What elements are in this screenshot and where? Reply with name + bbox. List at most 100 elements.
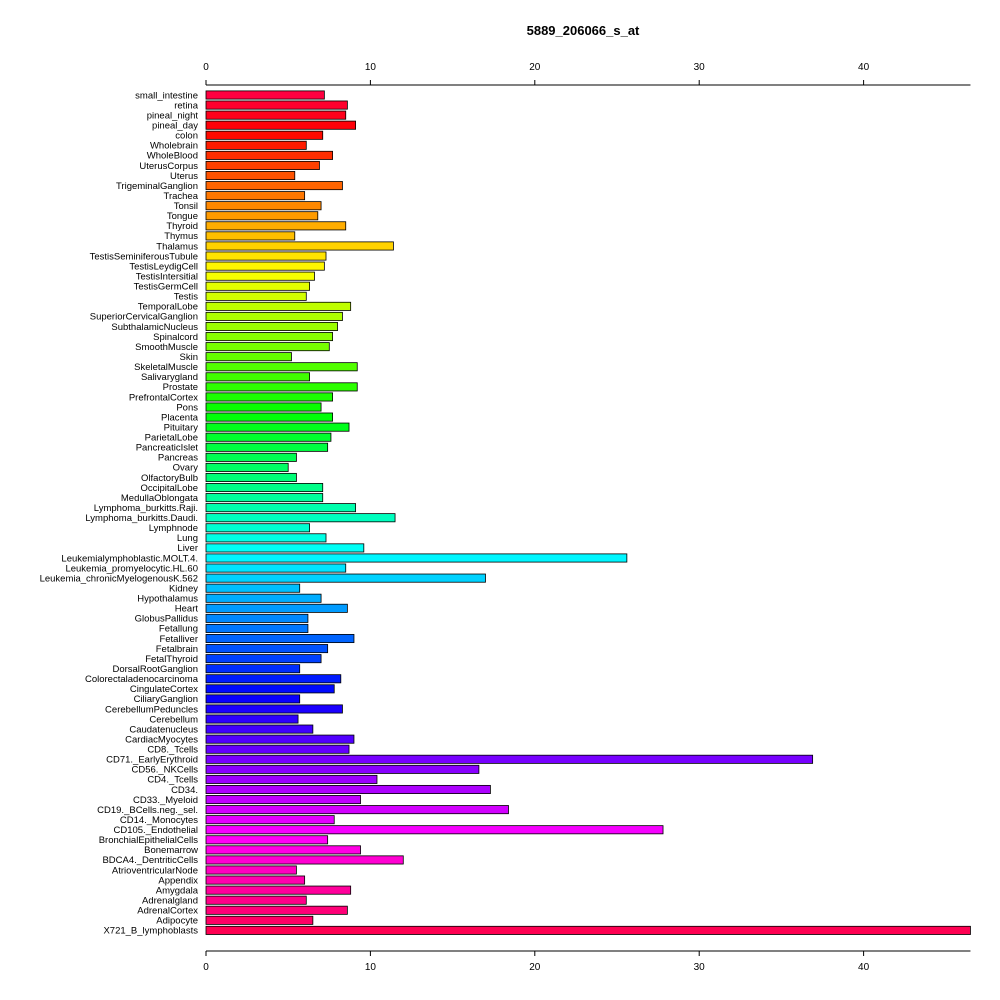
category-label: small_intestine (135, 90, 198, 101)
category-label: Fetalbrain (156, 644, 198, 655)
bar (205, 372, 310, 382)
category-label: OccipitalLobe (140, 483, 198, 494)
bar (205, 120, 357, 130)
bar (205, 543, 365, 553)
category-label: Caudatenucleus (129, 724, 198, 735)
bar (205, 915, 314, 925)
bar (205, 634, 355, 644)
category-label: CD105._Endothelial (113, 825, 198, 836)
bar (205, 483, 324, 493)
bar (205, 352, 292, 362)
category-label: CerebellumPeduncles (105, 704, 198, 715)
bar (205, 664, 301, 674)
bar (205, 452, 297, 462)
category-label: colon (175, 131, 198, 142)
bar (205, 291, 307, 301)
category-label: TemporalLobe (138, 302, 198, 313)
category-label: CD8._Tcells (147, 745, 198, 756)
category-label: TrigeminalGanglion (116, 181, 198, 192)
bar (205, 221, 347, 231)
bar (205, 583, 301, 593)
tick-label: 30 (694, 62, 706, 73)
category-label: Adipocyte (156, 916, 198, 927)
category-label: Lymphoma_burkitts.Raji. (94, 503, 198, 514)
bar (205, 342, 330, 352)
category-label: Pons (176, 402, 198, 413)
category-label: Leukemia_promyelocytic.HL.60 (65, 563, 198, 574)
category-label: CiliaryGanglion (134, 694, 198, 705)
bar (205, 442, 329, 452)
bar (205, 684, 335, 694)
bar (205, 503, 357, 513)
bar (205, 563, 347, 573)
bar (205, 261, 325, 271)
category-labels: small_intestineretinapineal_nightpineal_… (40, 90, 199, 936)
bar (205, 432, 332, 442)
category-label: Amygdala (156, 885, 199, 896)
category-label: FetalThyroid (145, 654, 198, 665)
bar (205, 623, 309, 633)
category-label: PrefrontalCortex (129, 392, 198, 403)
bar (205, 774, 378, 784)
category-label: WholeBlood (147, 151, 198, 162)
bar (205, 271, 315, 281)
category-label: Prostate (163, 382, 198, 393)
category-label: BDCA4._DentriticCells (102, 855, 198, 866)
category-label: CD4._Tcells (147, 775, 198, 786)
bar (205, 392, 333, 402)
category-label: Tongue (167, 211, 198, 222)
bar (205, 644, 329, 654)
bar (205, 835, 329, 845)
bar (205, 422, 350, 432)
category-label: Appendix (158, 875, 198, 886)
category-label: Cerebellum (149, 714, 198, 725)
bar (205, 181, 343, 191)
category-label: pineal_day (152, 120, 198, 131)
category-label: TestisGermCell (134, 282, 198, 293)
category-label: Lung (177, 533, 198, 544)
bar (205, 171, 296, 181)
category-label: CD71._EarlyErythroid (106, 755, 198, 766)
tick-label: 30 (694, 962, 706, 973)
category-label: SubthalamicNucleus (111, 322, 198, 333)
bar (205, 593, 322, 603)
bar (205, 553, 628, 563)
tick-label: 10 (365, 962, 377, 973)
bar (205, 90, 325, 100)
category-label: Colorectaladenocarcinoma (85, 674, 199, 685)
bar (205, 523, 310, 533)
category-label: retina (174, 100, 198, 111)
bar (205, 462, 289, 472)
bar (205, 613, 309, 623)
category-label: Kidney (169, 583, 198, 594)
bar (205, 603, 348, 613)
tick-label: 10 (365, 62, 377, 73)
category-label: Fetallung (159, 624, 198, 635)
bar (205, 754, 814, 764)
bar (205, 795, 361, 805)
tick-label: 20 (529, 62, 541, 73)
bar (205, 875, 306, 885)
bar (205, 895, 307, 905)
bar (205, 674, 342, 684)
bar (205, 201, 322, 211)
category-label: SmoothMuscle (135, 342, 198, 353)
bar (205, 825, 664, 835)
category-label: Salivarygland (141, 372, 198, 383)
category-label: CD56._NKCells (131, 765, 198, 776)
bar (205, 724, 314, 734)
bar (205, 855, 404, 865)
category-label: Liver (177, 543, 198, 554)
bar (205, 191, 306, 201)
bar (205, 241, 394, 251)
bar (205, 231, 296, 241)
category-label: Fetalliver (159, 634, 198, 645)
bar (205, 301, 352, 311)
category-label: CD19._BCells.neg._sel. (97, 805, 198, 816)
bottom-axis: 0 10 20 30 40 (203, 950, 971, 973)
bar (205, 764, 480, 774)
bars-group (205, 90, 971, 935)
bar (205, 311, 343, 321)
category-label: Heart (175, 604, 199, 615)
category-label: Leukemia_chronicMyelogenousK.562 (40, 573, 198, 584)
